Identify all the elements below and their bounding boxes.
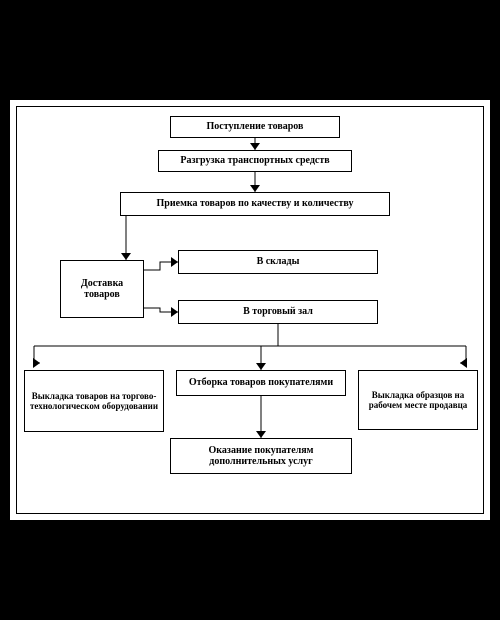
node-n5: В склады <box>178 250 378 274</box>
node-n10: Оказание покупателям дополнительных услу… <box>170 438 352 474</box>
node-n6: В торговый зал <box>178 300 378 324</box>
node-n8: Отборка товаров покупателями <box>176 370 346 396</box>
node-n1: Поступление товаров <box>170 116 340 138</box>
node-n4: Доставка товаров <box>60 260 144 318</box>
node-n9: Выкладка образцов на рабочем месте прода… <box>358 370 478 430</box>
node-n2: Разгрузка транспортных средств <box>158 150 352 172</box>
node-n3: Приемка товаров по качеству и количеству <box>120 192 390 216</box>
diagram-canvas: Поступление товаров Разгрузка транспортны… <box>10 100 490 520</box>
node-n7: Выкладка товаров на торгово-технологичес… <box>24 370 164 432</box>
